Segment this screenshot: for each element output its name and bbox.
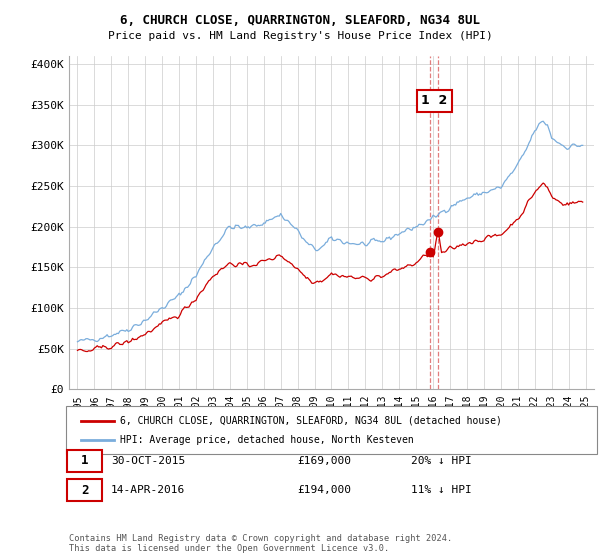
Text: HPI: Average price, detached house, North Kesteven: HPI: Average price, detached house, Nort… [120,435,414,445]
Text: 1: 1 [81,454,88,468]
Text: 11% ↓ HPI: 11% ↓ HPI [411,485,472,495]
Text: 14-APR-2016: 14-APR-2016 [111,485,185,495]
Text: 6, CHURCH CLOSE, QUARRINGTON, SLEAFORD, NG34 8UL (detached house): 6, CHURCH CLOSE, QUARRINGTON, SLEAFORD, … [120,416,502,426]
Text: 2: 2 [81,483,88,497]
Text: 6, CHURCH CLOSE, QUARRINGTON, SLEAFORD, NG34 8UL: 6, CHURCH CLOSE, QUARRINGTON, SLEAFORD, … [120,14,480,27]
Text: 20% ↓ HPI: 20% ↓ HPI [411,456,472,466]
Text: £194,000: £194,000 [297,485,351,495]
Text: £169,000: £169,000 [297,456,351,466]
Text: Price paid vs. HM Land Registry's House Price Index (HPI): Price paid vs. HM Land Registry's House … [107,31,493,41]
Text: Contains HM Land Registry data © Crown copyright and database right 2024.
This d: Contains HM Land Registry data © Crown c… [69,534,452,553]
Text: 30-OCT-2015: 30-OCT-2015 [111,456,185,466]
Text: 1  2: 1 2 [421,94,447,107]
